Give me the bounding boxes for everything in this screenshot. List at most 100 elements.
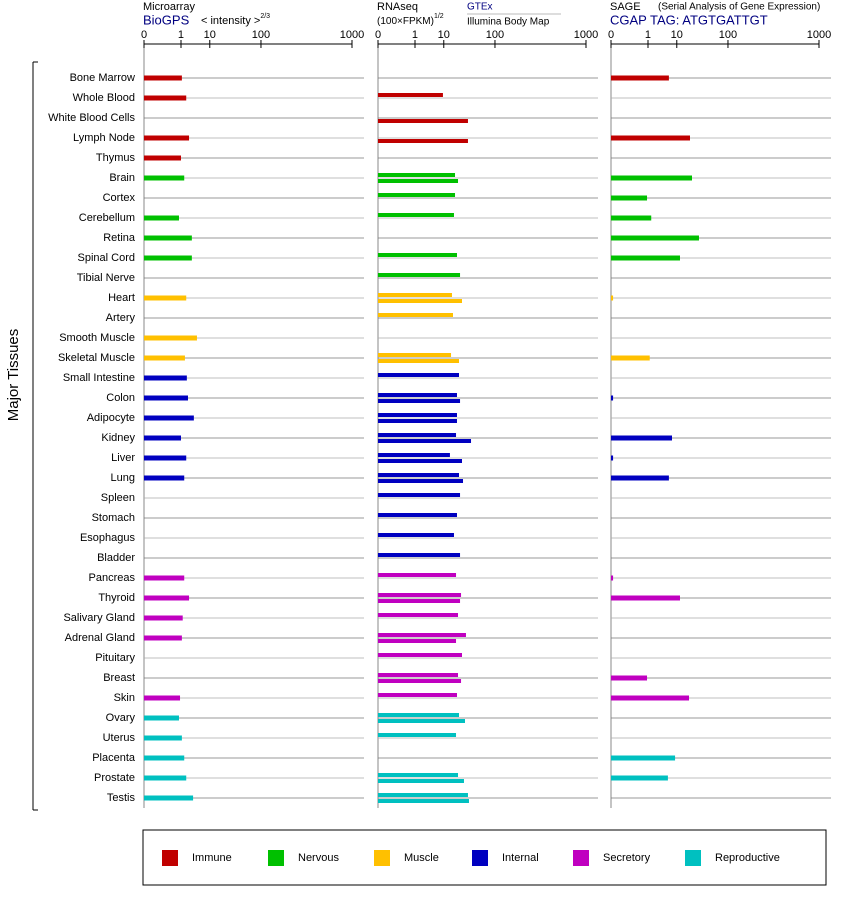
axis-label-exponent: 2/3 <box>260 13 270 20</box>
category-label: Cortex <box>103 192 136 204</box>
category-label: Bladder <box>97 552 135 564</box>
bar <box>611 195 648 201</box>
axis-label-text: (100×FPKM) <box>377 16 434 27</box>
bar <box>378 693 457 697</box>
legend-label: Immune <box>192 852 232 864</box>
bar <box>378 793 468 797</box>
bar <box>144 435 181 441</box>
bar <box>378 773 459 777</box>
x-tick-label: 1 <box>178 29 184 41</box>
bar <box>144 355 185 361</box>
bar <box>378 313 453 317</box>
category-label: Brain <box>109 172 135 184</box>
legend-swatch <box>685 850 701 866</box>
category-label: Spinal Cord <box>78 252 135 264</box>
category-label: Esophagus <box>80 532 136 544</box>
bar <box>144 155 181 161</box>
axis-label: < intensity >2/3 <box>201 13 270 27</box>
bar <box>378 399 461 403</box>
category-label: Small Intestine <box>63 372 135 384</box>
category-label: Uterus <box>103 732 136 744</box>
x-tick-label: 0 <box>141 29 147 41</box>
bar <box>144 75 182 81</box>
legend-label: Nervous <box>298 852 339 864</box>
category-label: Skeletal Muscle <box>58 352 135 364</box>
legend-label: Muscle <box>404 852 439 864</box>
legend-swatch <box>162 850 178 866</box>
bar <box>144 215 179 221</box>
bar <box>378 599 461 603</box>
x-tick-label: 1 <box>412 29 418 41</box>
category-label: Heart <box>108 292 135 304</box>
bar <box>378 173 456 177</box>
bar <box>144 475 185 481</box>
x-tick-label: 1000 <box>574 29 598 41</box>
category-label: Prostate <box>94 772 135 784</box>
category-label: Stomach <box>92 512 135 524</box>
category-label: Kidney <box>101 432 135 444</box>
bar <box>378 713 460 717</box>
bar <box>611 235 699 241</box>
bar <box>611 575 614 581</box>
category-label: Whole Blood <box>73 92 135 104</box>
category-label: Breast <box>103 672 135 684</box>
bar <box>144 595 190 601</box>
bar <box>378 393 457 397</box>
bar <box>378 639 457 643</box>
series-name: GTEx <box>467 2 493 13</box>
bar <box>144 695 181 701</box>
bar <box>611 175 693 181</box>
bar <box>378 413 457 417</box>
category-label: Ovary <box>106 712 136 724</box>
bar <box>611 75 669 81</box>
bar <box>144 235 192 241</box>
legend-label: Reproductive <box>715 852 780 864</box>
category-label: Adrenal Gland <box>65 632 135 644</box>
x-tick-label: 10 <box>438 29 450 41</box>
category-label: Artery <box>106 312 136 324</box>
legend-swatch <box>374 850 390 866</box>
bar <box>378 253 457 257</box>
bar <box>378 213 454 217</box>
category-label: Lymph Node <box>73 132 135 144</box>
bar <box>378 373 460 377</box>
x-tick-label: 0 <box>375 29 381 41</box>
legend-swatch <box>268 850 284 866</box>
bar <box>378 453 450 457</box>
bar <box>378 353 452 357</box>
bar <box>378 359 460 363</box>
bar <box>378 799 469 803</box>
x-tick-label: 1000 <box>340 29 364 41</box>
bar <box>378 493 461 497</box>
bar <box>144 335 197 341</box>
category-label: Pancreas <box>89 572 136 584</box>
bar <box>144 715 179 721</box>
panel-title: SAGE <box>610 1 641 13</box>
bar <box>144 755 185 761</box>
series-name: CGAP TAG: ATGTGATTGT <box>610 12 768 27</box>
bar <box>378 533 454 537</box>
category-label: Thyroid <box>98 592 135 604</box>
bar <box>378 93 443 97</box>
axis-label-text: < intensity > <box>201 15 260 27</box>
bar <box>378 733 457 737</box>
category-label: Testis <box>107 792 136 804</box>
category-label: Skin <box>114 692 135 704</box>
bar <box>144 795 194 801</box>
bar <box>378 139 468 143</box>
axis-label-exponent: 1/2 <box>434 13 444 20</box>
category-label: Colon <box>106 392 135 404</box>
bar <box>144 635 182 641</box>
bar <box>378 433 457 437</box>
category-label: Retina <box>103 232 136 244</box>
bar <box>611 455 614 461</box>
bar <box>378 679 462 683</box>
axis-title: Major Tissues <box>5 329 22 422</box>
bar <box>611 675 648 681</box>
category-label: Placenta <box>92 752 136 764</box>
bar <box>144 255 192 261</box>
bar <box>611 695 690 701</box>
bar <box>144 375 187 381</box>
bar <box>378 473 460 477</box>
